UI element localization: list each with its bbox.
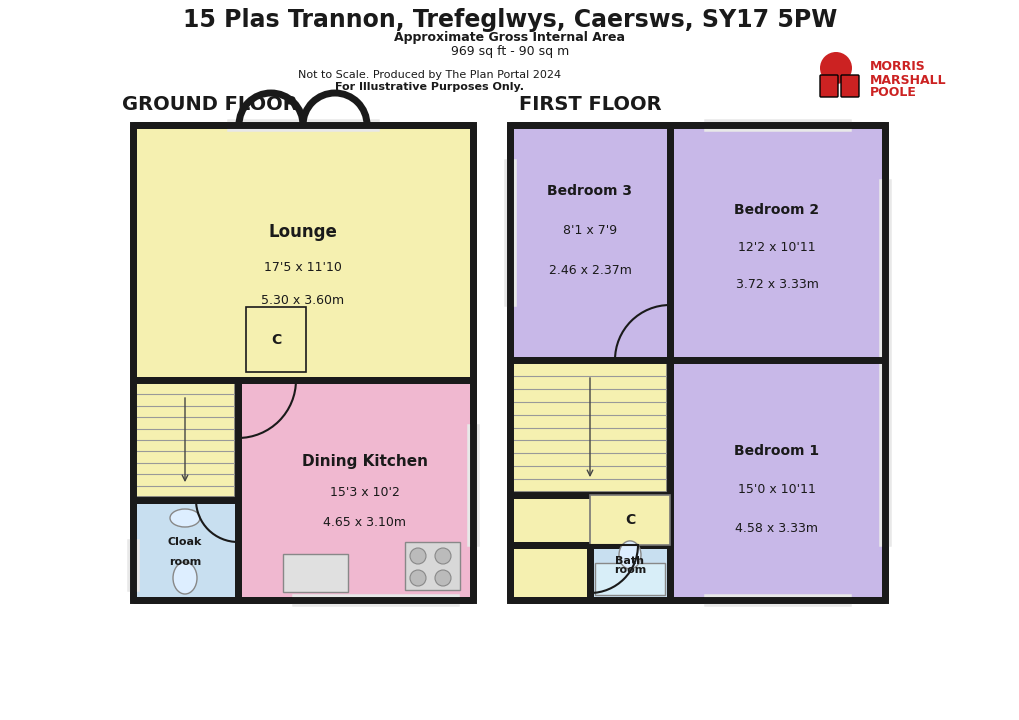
Ellipse shape: [619, 541, 640, 569]
Text: 3.72 x 3.33m: 3.72 x 3.33m: [735, 279, 817, 292]
Bar: [669, 360, 884, 600]
Text: C: C: [271, 333, 281, 347]
Text: 12'2 x 10'11: 12'2 x 10'11: [738, 240, 815, 253]
Text: POOLE: POOLE: [869, 86, 916, 99]
Bar: [589, 495, 669, 545]
Bar: [513, 363, 666, 492]
Circle shape: [434, 570, 450, 586]
Text: 15'0 x 10'11: 15'0 x 10'11: [738, 483, 815, 496]
Bar: [669, 125, 884, 360]
Circle shape: [410, 570, 426, 586]
Text: 15'3 x 10'2: 15'3 x 10'2: [330, 486, 399, 499]
Text: 969 sq ft - 90 sq m: 969 sq ft - 90 sq m: [450, 45, 569, 58]
Text: C: C: [625, 513, 635, 527]
Circle shape: [434, 548, 450, 564]
Text: 8'1 x 7'9: 8'1 x 7'9: [562, 224, 616, 238]
Text: Not to Scale. Produced by The Plan Portal 2024: Not to Scale. Produced by The Plan Porta…: [299, 70, 561, 80]
Text: For Illustrative Purposes Only.: For Illustrative Purposes Only.: [335, 82, 524, 92]
Bar: [594, 563, 664, 595]
Text: Lounge: Lounge: [268, 223, 337, 241]
Text: Dining Kitchen: Dining Kitchen: [302, 454, 428, 469]
Text: 15 Plas Trannon, Trefeglwys, Caersws, SY17 5PW: 15 Plas Trannon, Trefeglwys, Caersws, SY…: [182, 8, 837, 32]
Bar: [132, 125, 473, 380]
Text: Bedroom 1: Bedroom 1: [734, 444, 818, 458]
Text: 4.65 x 3.10m: 4.65 x 3.10m: [323, 516, 407, 529]
Bar: [510, 495, 669, 545]
Bar: [589, 545, 669, 600]
FancyBboxPatch shape: [819, 75, 838, 97]
Text: 17'5 x 11'10: 17'5 x 11'10: [264, 261, 341, 274]
Bar: [246, 307, 306, 372]
Text: 5.30 x 3.60m: 5.30 x 3.60m: [261, 294, 344, 307]
Text: GROUND FLOOR: GROUND FLOOR: [122, 96, 298, 114]
Bar: [510, 125, 669, 360]
Bar: [132, 500, 237, 600]
Text: 2.46 x 2.37m: 2.46 x 2.37m: [548, 264, 631, 277]
Bar: [136, 383, 234, 497]
FancyBboxPatch shape: [841, 75, 858, 97]
Bar: [510, 360, 669, 495]
Circle shape: [410, 548, 426, 564]
Bar: [237, 380, 473, 600]
Bar: [405, 542, 460, 590]
Text: Bath: Bath: [614, 557, 644, 567]
Bar: [132, 380, 237, 500]
Ellipse shape: [173, 562, 197, 594]
Ellipse shape: [170, 509, 200, 527]
Text: Approximate Gross Internal Area: Approximate Gross Internal Area: [394, 32, 625, 45]
Circle shape: [819, 52, 851, 84]
Bar: [282, 554, 347, 592]
Text: Cloak: Cloak: [168, 537, 202, 547]
Text: room: room: [169, 557, 201, 567]
Text: MORRIS: MORRIS: [869, 60, 925, 73]
Text: FIRST FLOOR: FIRST FLOOR: [519, 96, 660, 114]
Bar: [510, 545, 589, 600]
Text: Bedroom 3: Bedroom 3: [547, 184, 632, 198]
Text: MARSHALL: MARSHALL: [869, 73, 946, 86]
Text: room: room: [613, 564, 645, 575]
Text: Bedroom 2: Bedroom 2: [734, 202, 818, 217]
Text: 4.58 x 3.33m: 4.58 x 3.33m: [735, 521, 817, 534]
